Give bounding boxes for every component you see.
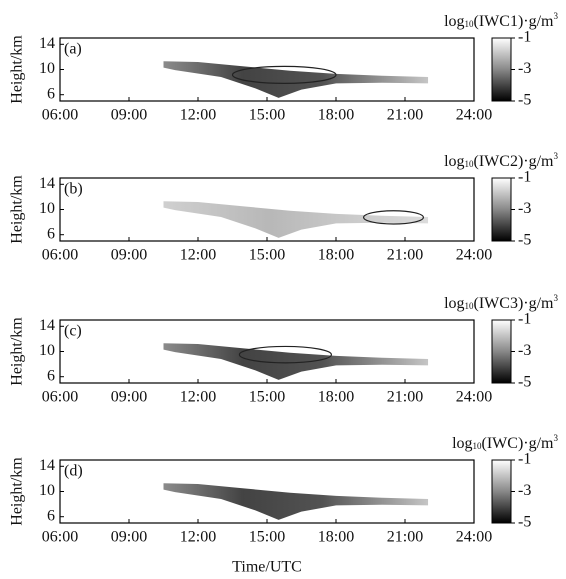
colorbar-title-part: 3 <box>554 151 559 161</box>
colorbar-title-part: 3 <box>554 433 559 443</box>
colorbar-tick-label: -3 <box>518 60 531 77</box>
x-tick-label: 15:00 <box>249 529 285 546</box>
annotation-ellipse <box>363 210 425 225</box>
colorbar-title: log10(IWC1)·g/m3 <box>444 11 558 30</box>
panel-label: (a) <box>64 41 82 58</box>
panel: (c) 06:00 09:00 12:00 15:00 18:00 21:00 24:00 6 1… <box>9 293 559 406</box>
colorbar-tick-label: -3 <box>518 482 531 499</box>
colorbar-tick-label: -1 <box>518 451 531 468</box>
x-tick-label: 18:00 <box>318 389 354 406</box>
panel: (a) 06:00 09:00 12:00 15:00 18:00 21:00 24:00 6 1… <box>9 11 559 124</box>
colorbar-title-part: (IWC1)·g/m <box>474 13 555 30</box>
colorbar-title-part: log <box>444 153 464 170</box>
panel-label: (b) <box>64 181 83 198</box>
y-tick-label: 14 <box>39 317 55 334</box>
cloud-region <box>163 343 429 380</box>
x-tick-label: 18:00 <box>318 529 354 546</box>
colorbar-tick-label: -1 <box>518 169 531 186</box>
colorbar <box>491 177 512 242</box>
annotation-ellipse <box>231 65 337 84</box>
x-tick-label: 21:00 <box>387 107 423 124</box>
x-tick-label: 09:00 <box>111 247 147 264</box>
colorbar-title-part: (IWC2)·g/m <box>474 153 555 170</box>
colorbar-tick-label: -1 <box>518 311 531 328</box>
cloud-region <box>163 61 429 98</box>
panel-label: (c) <box>64 323 82 340</box>
panel: (d) 06:00 09:00 12:00 15:00 18:00 21:00 24:00 6 1… <box>9 433 559 576</box>
x-tick-label: 12:00 <box>180 529 216 546</box>
colorbar <box>491 319 512 384</box>
y-tick-label: 10 <box>39 60 55 77</box>
colorbar-tick-label: -5 <box>518 92 531 109</box>
colorbar-title: log10(IWC2)·g/m3 <box>444 151 558 170</box>
colorbar-tick-label: -5 <box>518 232 531 249</box>
y-tick-label: 6 <box>47 367 55 384</box>
y-tick-label: 6 <box>47 85 55 102</box>
y-axis-label: Height/km <box>9 457 26 526</box>
y-tick-label: 10 <box>39 482 55 499</box>
x-tick-label: 15:00 <box>249 389 285 406</box>
colorbar <box>491 37 512 102</box>
x-tick-label: 06:00 <box>42 529 78 546</box>
y-axis-label: Height/km <box>9 175 26 244</box>
y-tick-label: 6 <box>47 507 55 524</box>
x-tick-label: 24:00 <box>456 247 492 264</box>
y-tick-label: 10 <box>39 200 55 217</box>
x-tick-label: 24:00 <box>456 389 492 406</box>
x-tick-label: 18:00 <box>318 107 354 124</box>
colorbar-title-part: 10 <box>465 301 475 311</box>
colorbar-title: log10(IWC3)·g/m3 <box>444 293 558 312</box>
x-tick-label: 15:00 <box>249 247 285 264</box>
y-axis-label: Height/km <box>9 35 26 104</box>
colorbar-title-part: 10 <box>465 19 475 29</box>
x-tick-label: 24:00 <box>456 107 492 124</box>
colorbar-tick-label: -5 <box>518 514 531 531</box>
colorbar-title-part: 3 <box>554 11 559 21</box>
x-tick-label: 06:00 <box>42 247 78 264</box>
colorbar-tick-label: -3 <box>518 342 531 359</box>
x-tick-label: 18:00 <box>318 247 354 264</box>
colorbar-tick-label: -1 <box>518 29 531 46</box>
x-tick-label: 21:00 <box>387 389 423 406</box>
y-tick-label: 14 <box>39 35 55 52</box>
colorbar-title-part: (IWC)·g/m <box>482 435 555 452</box>
x-tick-label: 06:00 <box>42 107 78 124</box>
colorbar-title-part: 10 <box>465 159 475 169</box>
y-tick-label: 14 <box>39 175 55 192</box>
y-axis-label: Height/km <box>9 317 26 386</box>
x-axis-label: Time/UTC <box>232 559 302 576</box>
x-tick-label: 09:00 <box>111 529 147 546</box>
x-tick-label: 21:00 <box>387 529 423 546</box>
x-tick-label: 12:00 <box>180 107 216 124</box>
x-tick-label: 24:00 <box>456 529 492 546</box>
cloud-region <box>163 483 429 520</box>
colorbar-title: log10(IWC)·g/m3 <box>452 433 558 452</box>
colorbar-title-part: 3 <box>554 293 559 303</box>
y-tick-label: 10 <box>39 342 55 359</box>
panel: (b) 06:00 09:00 12:00 15:00 18:00 21:00 24:00 6 1… <box>9 151 559 264</box>
x-tick-label: 12:00 <box>180 389 216 406</box>
colorbar-tick-label: -5 <box>518 374 531 391</box>
colorbar-title-part: log <box>452 435 472 452</box>
x-tick-label: 21:00 <box>387 247 423 264</box>
x-tick-label: 06:00 <box>42 389 78 406</box>
x-tick-label: 15:00 <box>249 107 285 124</box>
annotation-ellipse <box>238 345 332 364</box>
cloud-region <box>163 201 429 238</box>
x-tick-label: 09:00 <box>111 389 147 406</box>
y-tick-label: 14 <box>39 457 55 474</box>
colorbar-title-part: 10 <box>473 441 483 451</box>
colorbar-tick-label: -3 <box>518 200 531 217</box>
colorbar-title-part: log <box>444 13 464 30</box>
colorbar-title-part: log <box>444 295 464 312</box>
x-tick-label: 12:00 <box>180 247 216 264</box>
colorbar <box>491 459 512 524</box>
colorbar-title-part: (IWC3)·g/m <box>474 295 555 312</box>
panel-label: (d) <box>64 463 83 480</box>
y-tick-label: 6 <box>47 225 55 242</box>
x-tick-label: 09:00 <box>111 107 147 124</box>
